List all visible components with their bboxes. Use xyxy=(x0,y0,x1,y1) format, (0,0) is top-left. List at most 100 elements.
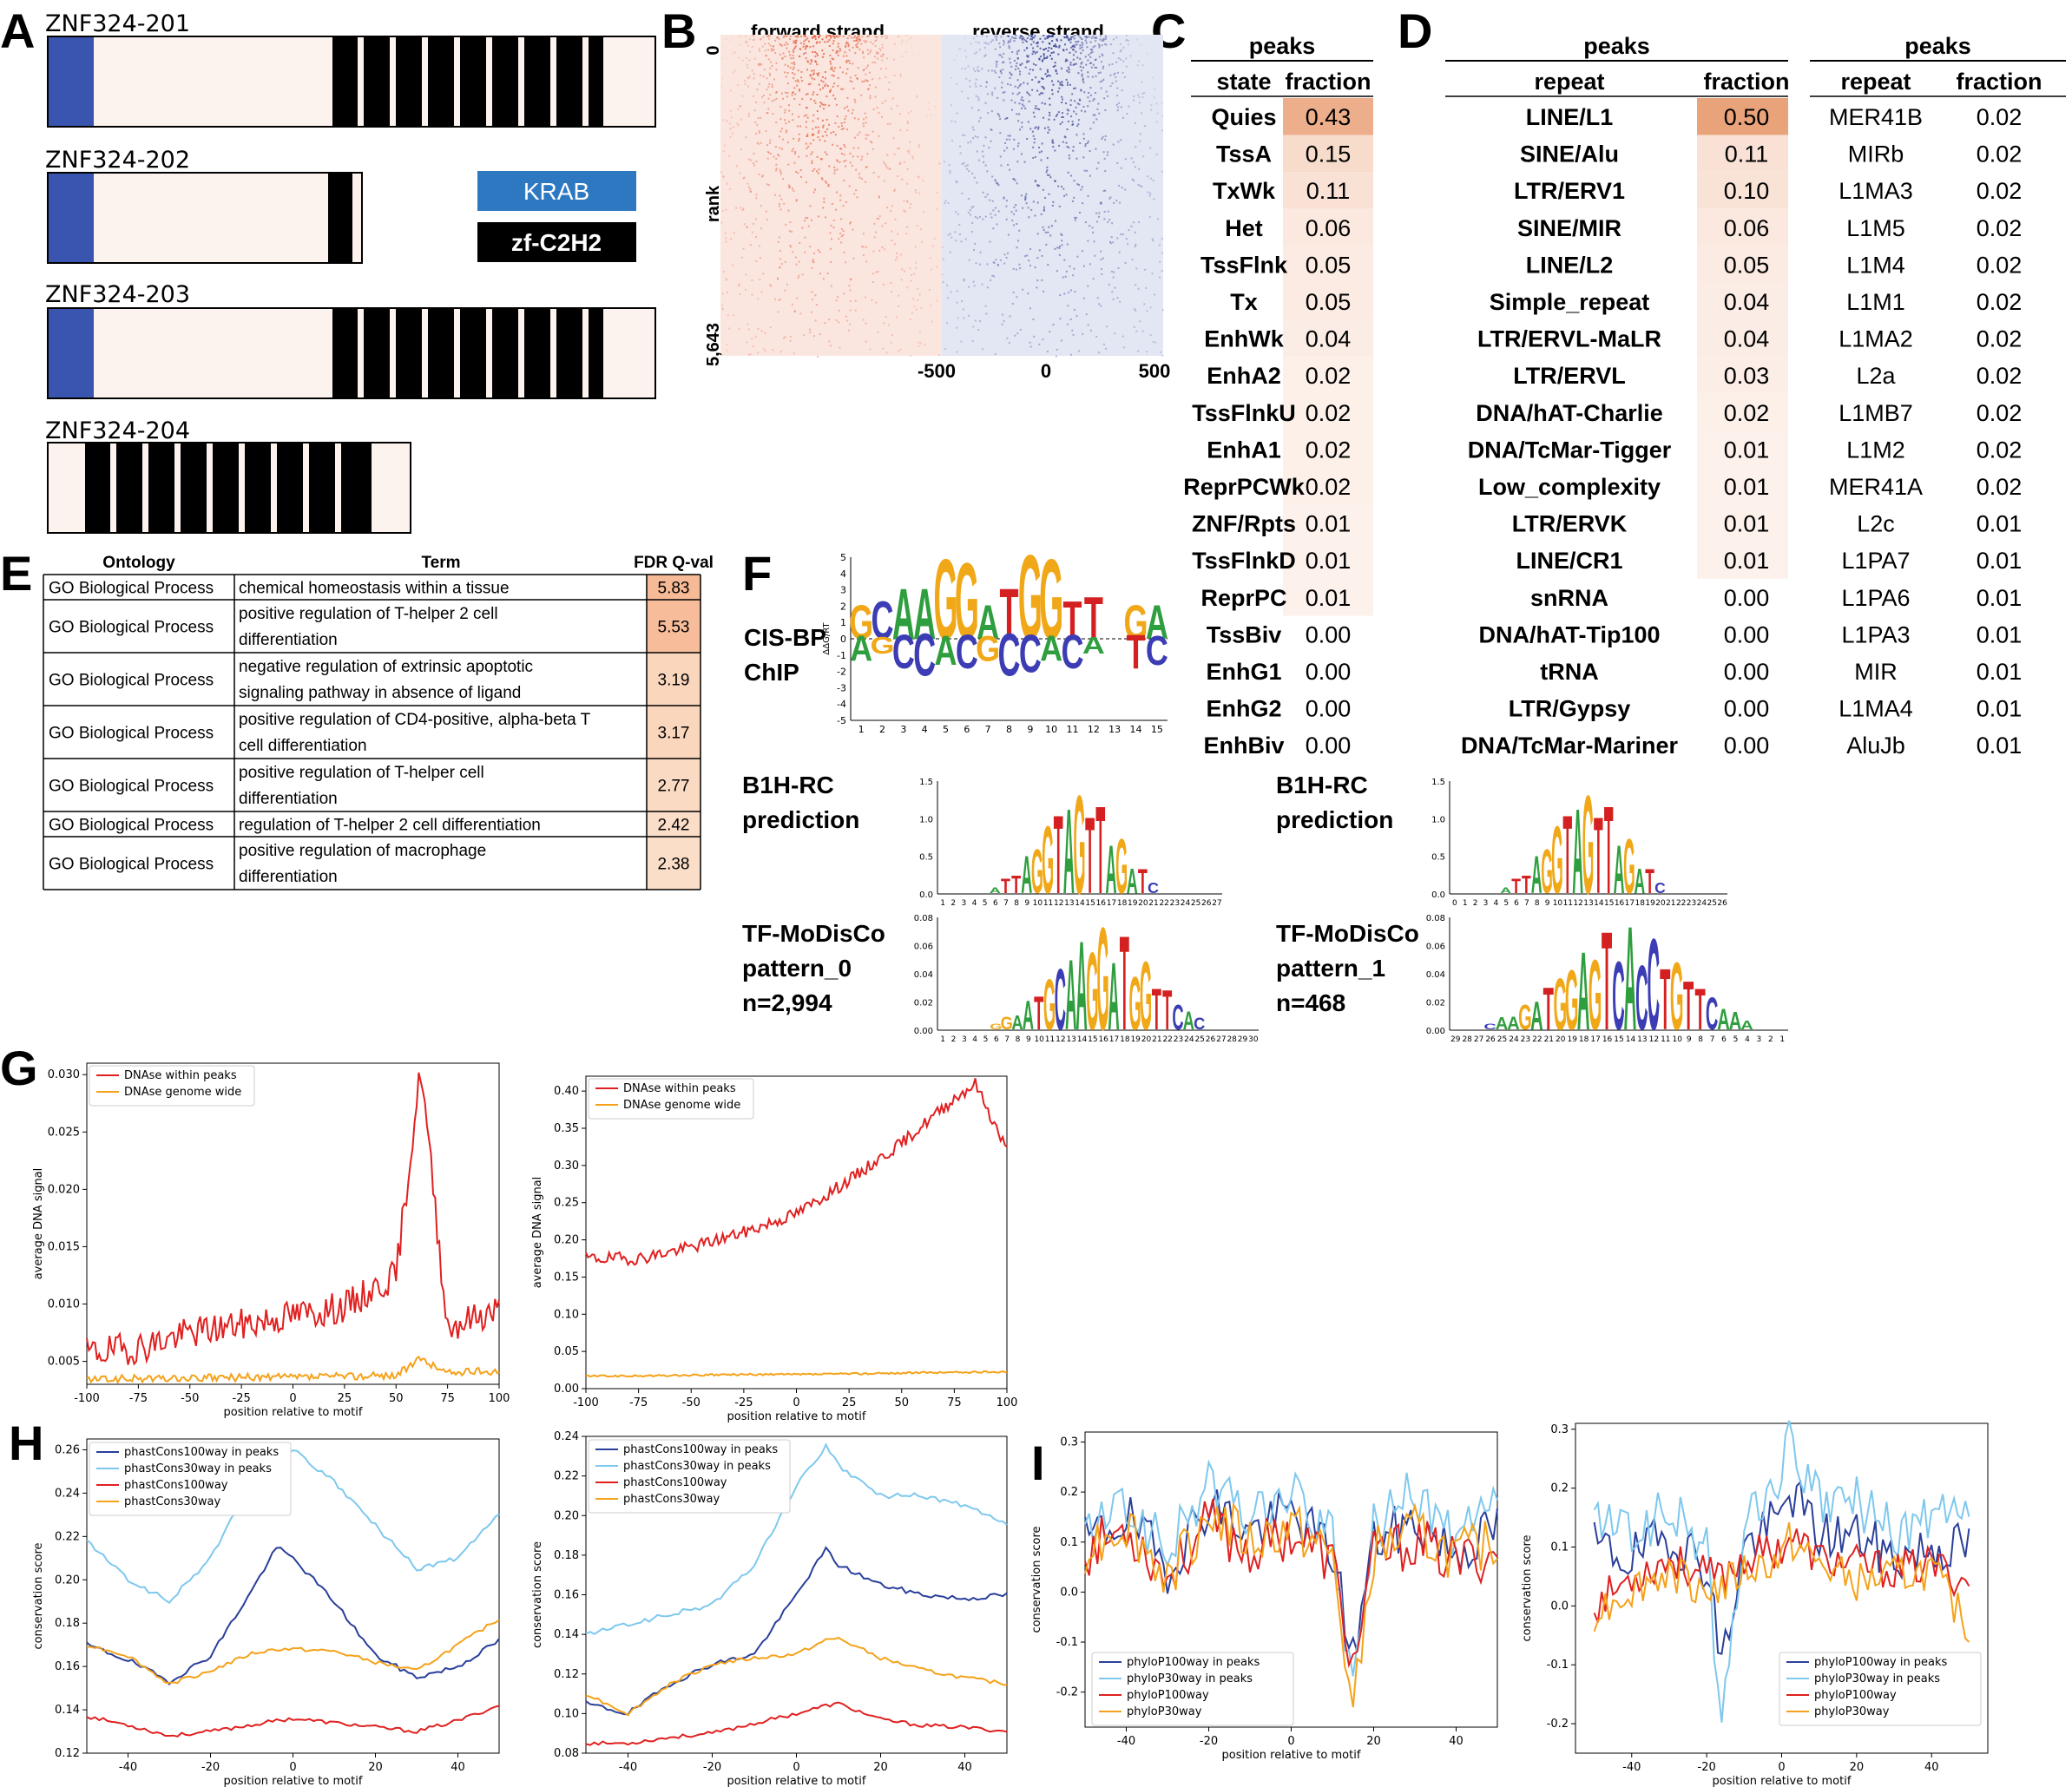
legend-label-3: phastCons30way xyxy=(124,1495,221,1508)
reverse-read-dot xyxy=(1101,273,1103,275)
reverse-read-dot xyxy=(970,107,973,109)
reverse-read-dot xyxy=(1111,291,1114,293)
xtick-label: 20 xyxy=(1850,1761,1865,1774)
series-line-0 xyxy=(585,1078,1008,1267)
reverse-read-dot xyxy=(943,161,945,163)
fraction-cell-shade xyxy=(1283,283,1373,320)
reverse-read-dot xyxy=(1136,38,1139,41)
forward-read-dot xyxy=(778,236,780,239)
reverse-read-dot xyxy=(1135,146,1137,148)
forward-read-dot xyxy=(721,210,724,212)
forward-read-dot xyxy=(879,49,882,52)
reverse-read-dot xyxy=(1028,72,1030,75)
legend-label-0: DNAse within peaks xyxy=(623,1082,736,1095)
logo-xtick: 4 xyxy=(1745,1035,1750,1044)
table-title: peaks xyxy=(1583,33,1650,59)
reverse-read-dot xyxy=(1065,58,1068,61)
forward-read-dot xyxy=(938,354,940,357)
reverse-read-dot xyxy=(1045,171,1048,174)
forward-read-dot xyxy=(782,36,785,39)
logo-letter-c: C xyxy=(1061,625,1083,679)
forward-read-dot xyxy=(758,130,760,132)
forward-read-dot xyxy=(826,181,828,184)
reverse-read-dot xyxy=(1071,45,1074,48)
table-row-fraction: 0.00 xyxy=(1724,659,1770,685)
table-row-label: L1PA7 xyxy=(1841,548,1910,574)
logo-xtick: 21 xyxy=(1152,1035,1161,1044)
forward-read-dot xyxy=(782,52,785,55)
table-row-fraction: 0.02 xyxy=(1977,474,2023,500)
forward-read-dot xyxy=(865,79,867,82)
reverse-read-dot xyxy=(998,115,1001,118)
reverse-read-dot xyxy=(1061,102,1063,103)
reverse-read-dot xyxy=(1025,193,1028,195)
forward-read-dot xyxy=(820,102,823,105)
forward-read-dot xyxy=(828,39,831,42)
forward-read-dot xyxy=(817,74,819,76)
reverse-read-dot xyxy=(1029,265,1031,266)
reverse-read-dot xyxy=(1094,36,1095,39)
reverse-read-dot xyxy=(963,317,965,319)
reverse-read-dot xyxy=(976,181,978,184)
reverse-read-dot xyxy=(1084,56,1087,58)
reverse-read-dot xyxy=(1102,65,1105,68)
reverse-read-dot xyxy=(1006,35,1009,37)
reverse-read-dot xyxy=(997,113,999,115)
forward-read-dot xyxy=(837,54,839,56)
reverse-read-dot xyxy=(1015,209,1017,212)
ytick-label: 0.0 xyxy=(1060,1586,1078,1599)
reverse-read-dot xyxy=(1069,265,1071,267)
reverse-read-dot xyxy=(1095,37,1098,40)
reverse-read-dot xyxy=(1094,59,1096,62)
reverse-read-dot xyxy=(999,46,1002,49)
reverse-read-dot xyxy=(947,297,950,299)
reverse-read-dot xyxy=(994,353,997,356)
forward-read-dot xyxy=(885,76,887,78)
forward-read-dot xyxy=(882,54,885,56)
ytick-label: 0.24 xyxy=(554,1430,579,1443)
reverse-read-dot xyxy=(981,348,983,351)
reverse-read-dot xyxy=(1002,69,1004,71)
reverse-read-dot xyxy=(1072,123,1075,125)
forward-read-dot xyxy=(877,57,879,60)
reverse-read-dot xyxy=(1116,109,1119,112)
legend-label-2: phastCons100way xyxy=(623,1476,727,1489)
forward-read-dot xyxy=(876,36,878,38)
forward-read-dot xyxy=(813,78,816,81)
reverse-read-dot xyxy=(1089,263,1091,266)
reverse-read-dot xyxy=(978,49,981,51)
reverse-read-dot xyxy=(965,56,968,58)
reverse-read-dot xyxy=(1059,245,1061,247)
forward-read-dot xyxy=(866,35,869,37)
forward-read-dot xyxy=(858,35,860,37)
reverse-read-dot xyxy=(1155,154,1158,156)
forward-read-dot xyxy=(804,48,806,50)
logo-xtick: 2 xyxy=(951,1035,957,1044)
forward-read-dot xyxy=(781,56,784,59)
forward-read-dot xyxy=(909,267,911,270)
reverse-read-dot xyxy=(1069,174,1072,177)
forward-read-dot xyxy=(757,327,760,330)
reverse-read-dot xyxy=(963,278,965,280)
logo-letter-c: C xyxy=(1172,997,1183,1037)
forward-read-dot xyxy=(869,84,871,86)
forward-read-dot xyxy=(924,344,926,346)
series-line-0 xyxy=(86,1547,500,1685)
forward-read-dot xyxy=(849,161,852,164)
table-row-label: DNA/hAT-Tip100 xyxy=(1478,621,1660,647)
logo-xtick: 8 xyxy=(1016,1035,1021,1044)
forward-read-dot xyxy=(725,237,727,240)
forward-read-dot xyxy=(757,62,760,65)
logo-letter-c: C xyxy=(1194,1015,1205,1034)
table-row-label: EnhA1 xyxy=(1207,437,1281,463)
forward-read-dot xyxy=(726,344,728,346)
reverse-read-dot xyxy=(1049,103,1051,106)
forward-read-dot xyxy=(828,45,831,47)
logo-letter-c: C xyxy=(892,625,915,679)
reverse-read-dot xyxy=(1082,106,1085,108)
forward-read-dot xyxy=(788,104,790,107)
forward-read-dot xyxy=(742,177,745,180)
reverse-read-dot xyxy=(1041,254,1043,257)
forward-read-dot xyxy=(939,162,942,165)
